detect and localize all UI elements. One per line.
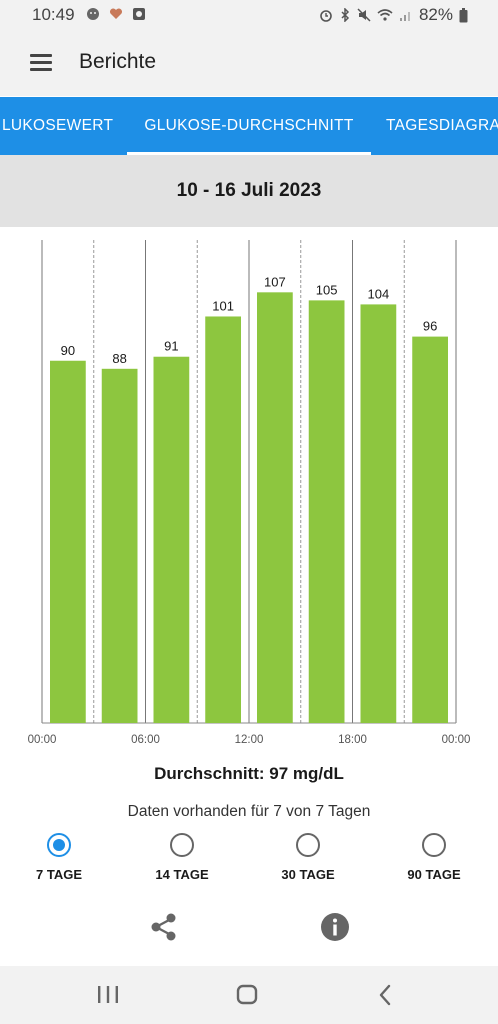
glucose-average-chart: 90 88 91 101 107 105 104 96 00:00 06:00 12:00 18:00… xyxy=(0,228,498,758)
x-tick-label: 00:00 xyxy=(28,734,57,746)
bar-value-label: 90 xyxy=(61,343,75,358)
bar-value-label: 91 xyxy=(164,339,178,354)
moon-face-icon xyxy=(87,8,99,20)
option-label: 7 TAGE xyxy=(36,867,82,882)
bar xyxy=(257,292,293,723)
page-title: Berichte xyxy=(79,50,157,73)
battery-percent: 82% xyxy=(418,5,453,24)
heart-icon xyxy=(109,8,123,19)
option-label: 14 TAGE xyxy=(155,867,209,882)
date-range-band: 10 - 16 Juli 2023 xyxy=(0,155,498,227)
tab-glukosewert[interactable]: LUKOSEWERT xyxy=(2,117,114,134)
home-icon[interactable] xyxy=(233,982,261,1008)
signal-icon xyxy=(399,12,410,21)
tab-bar: LUKOSEWERT GLUKOSE-DURCHSCHNITT TAGESDIA… xyxy=(0,97,498,155)
bar-value-label: 104 xyxy=(368,286,390,301)
battery-icon xyxy=(459,7,468,22)
alarm-icon xyxy=(320,10,332,22)
status-right: 82% xyxy=(319,5,468,25)
x-tick-label: 18:00 xyxy=(338,734,367,746)
share-icon[interactable] xyxy=(147,910,181,944)
option-label: 30 TAGE xyxy=(281,867,335,882)
bar xyxy=(205,316,241,723)
radio-7-tage[interactable] xyxy=(47,833,71,857)
option-7-tage[interactable]: 7 TAGE xyxy=(4,831,114,887)
bar xyxy=(360,304,397,723)
radio-90-tage[interactable] xyxy=(422,833,446,857)
bar-value-label: 96 xyxy=(423,319,437,334)
app-icon xyxy=(133,8,145,20)
option-90-tage[interactable]: 90 TAGE xyxy=(379,831,489,887)
radio-14-tage[interactable] xyxy=(170,833,194,857)
option-30-tage[interactable]: 30 TAGE xyxy=(253,831,363,887)
status-time: 10:49 xyxy=(32,5,75,24)
x-tick-label: 06:00 xyxy=(131,734,160,746)
wifi-icon xyxy=(377,9,393,21)
info-icon[interactable] xyxy=(318,910,352,944)
tab-tagesdiagramm[interactable]: TAGESDIAGRA xyxy=(386,117,498,134)
option-14-tage[interactable]: 14 TAGE xyxy=(127,831,237,887)
bar-value-label: 105 xyxy=(316,282,338,297)
hamburger-menu-icon[interactable] xyxy=(24,50,58,76)
bluetooth-icon xyxy=(341,8,350,22)
mute-icon xyxy=(357,8,371,22)
bar-value-label: 107 xyxy=(264,274,286,289)
bar-value-label: 101 xyxy=(212,298,234,313)
bar xyxy=(308,300,345,723)
system-nav-bar xyxy=(0,966,498,1024)
x-tick-label: 00:00 xyxy=(442,734,471,746)
radio-30-tage[interactable] xyxy=(296,833,320,857)
average-value: Durchschnitt: 97 mg/dL xyxy=(154,764,344,783)
x-tick-label: 12:00 xyxy=(235,734,264,746)
status-bar: 10:49 82% xyxy=(0,0,498,30)
back-icon[interactable] xyxy=(372,982,400,1008)
bar-value-label: 88 xyxy=(112,351,126,366)
date-range: 10 - 16 Juli 2023 xyxy=(176,180,322,201)
data-availability: Daten vorhanden für 7 von 7 Tagen xyxy=(127,803,371,820)
bar xyxy=(412,336,448,723)
bar xyxy=(101,368,138,723)
recent-apps-icon[interactable] xyxy=(94,982,122,1008)
app-bar: Berichte xyxy=(0,30,498,96)
bar xyxy=(50,360,86,723)
bar xyxy=(153,356,190,723)
tab-glukose-durchschnitt[interactable]: GLUKOSE-DURCHSCHNITT xyxy=(127,97,371,155)
chart-svg: 90 88 91 101 107 105 104 96 00:00 06:00 12:00 18:00… xyxy=(28,240,471,746)
option-label: 90 TAGE xyxy=(407,867,461,882)
